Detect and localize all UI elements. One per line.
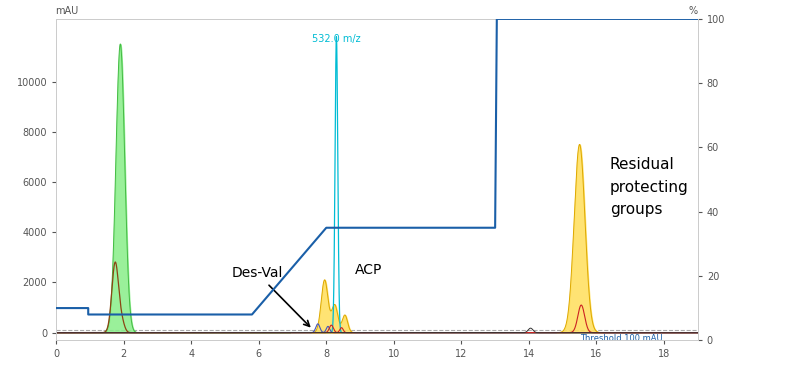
Text: 532.0 m/z: 532.0 m/z [312,34,361,44]
Text: %: % [689,6,698,16]
Text: mAU: mAU [55,6,79,16]
Text: ACP: ACP [355,263,383,277]
Text: Des-Val: Des-Val [232,266,310,326]
Text: Residual
protecting
groups: Residual protecting groups [610,157,689,217]
Text: Threshold 100 mAU: Threshold 100 mAU [580,334,662,343]
